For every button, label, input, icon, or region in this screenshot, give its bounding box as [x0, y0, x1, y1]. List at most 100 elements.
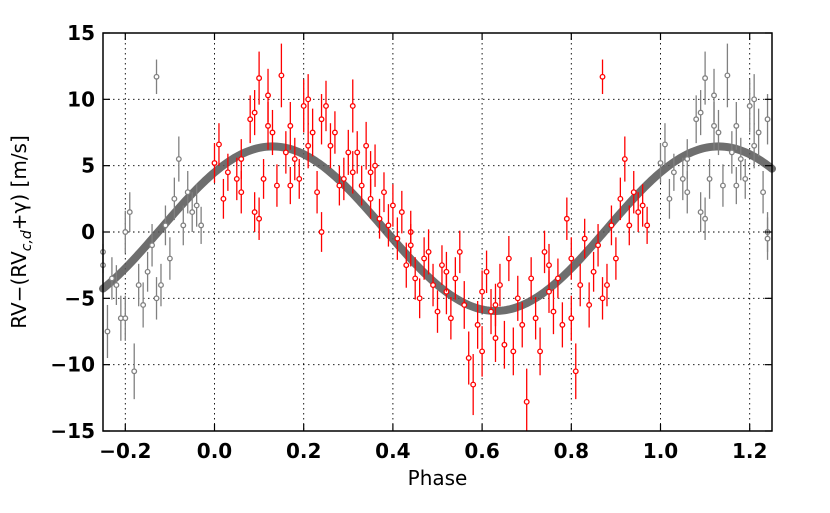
duplicate-marker — [719, 182, 726, 189]
data-point — [604, 263, 610, 307]
data-point — [336, 165, 343, 206]
y-tick-label: 0 — [81, 220, 95, 244]
data-marker — [265, 92, 271, 99]
x-tick-label: 0.0 — [197, 439, 232, 463]
data-marker — [483, 268, 490, 275]
duplicate-marker — [149, 242, 156, 249]
data-marker — [514, 295, 521, 302]
data-point — [372, 144, 379, 187]
data-point — [523, 368, 530, 431]
duplicate-marker — [760, 189, 767, 196]
duplicate-marker — [171, 195, 178, 202]
duplicate-point — [149, 224, 156, 267]
data-marker — [318, 229, 325, 235]
duplicate-marker — [764, 235, 771, 242]
duplicate-marker — [198, 222, 205, 229]
data-point — [501, 320, 508, 369]
data-marker — [256, 75, 263, 82]
duplicate-marker — [184, 189, 191, 196]
duplicate-marker — [693, 116, 700, 123]
duplicate-point — [733, 101, 740, 150]
data-marker — [220, 195, 227, 202]
duplicate-marker — [737, 156, 744, 162]
data-point — [639, 184, 646, 227]
data-point — [630, 170, 637, 214]
y-tick-label: −5 — [64, 286, 95, 310]
data-marker — [251, 209, 258, 216]
duplicate-marker — [122, 315, 129, 322]
data-point — [581, 218, 588, 259]
duplicate-marker — [180, 222, 187, 229]
duplicate-point — [158, 263, 164, 307]
duplicate-point — [684, 170, 691, 214]
data-marker — [260, 175, 267, 182]
data-marker — [546, 262, 552, 269]
data-marker — [372, 162, 379, 169]
data-point — [644, 206, 651, 244]
data-marker — [519, 321, 526, 328]
duplicate-marker — [742, 175, 749, 182]
data-marker — [412, 275, 419, 282]
data-point — [617, 177, 624, 221]
duplicate-point — [180, 205, 187, 246]
data-marker — [595, 242, 602, 249]
data-point — [278, 43, 285, 108]
duplicate-point — [175, 136, 182, 182]
data-marker — [331, 129, 338, 136]
data-point — [434, 290, 441, 333]
data-marker — [211, 160, 218, 166]
data-marker — [546, 288, 552, 295]
data-point — [260, 159, 267, 199]
data-marker — [296, 175, 303, 182]
x-tick-label: 0.6 — [464, 439, 499, 463]
duplicate-marker — [104, 328, 111, 335]
data-point — [461, 281, 468, 329]
data-marker — [233, 175, 240, 182]
data-point — [340, 157, 347, 201]
duplicate-point — [728, 131, 735, 174]
data-marker — [381, 189, 387, 196]
duplicate-marker — [697, 109, 704, 116]
duplicate-marker — [706, 175, 713, 182]
data-marker — [385, 222, 392, 229]
data-marker — [465, 355, 472, 361]
duplicate-point — [113, 265, 120, 305]
x-tick-label: −0.2 — [99, 439, 151, 463]
data-marker — [309, 129, 316, 136]
data-point — [621, 136, 628, 182]
data-point — [238, 170, 245, 214]
x-tick-label: 1.2 — [732, 439, 767, 463]
y-tick-label: −15 — [50, 419, 95, 443]
data-point — [345, 129, 352, 175]
duplicate-point — [104, 304, 111, 359]
duplicate-marker — [711, 92, 717, 99]
data-point — [256, 197, 263, 240]
data-marker — [528, 275, 535, 282]
duplicate-marker — [670, 169, 677, 176]
data-point — [430, 263, 436, 307]
data-marker — [256, 215, 263, 222]
data-point — [251, 192, 258, 232]
data-marker — [269, 129, 276, 136]
duplicate-marker — [153, 73, 160, 80]
data-marker — [581, 235, 588, 242]
data-point — [358, 165, 365, 206]
duplicate-marker — [702, 215, 709, 222]
x-axis-label: Phase — [408, 466, 468, 490]
data-marker — [599, 295, 606, 302]
data-point — [425, 229, 432, 275]
duplicate-point — [666, 178, 673, 219]
data-marker — [568, 315, 575, 322]
duplicate-point — [746, 79, 753, 133]
duplicate-marker — [162, 222, 169, 229]
data-marker — [367, 169, 374, 176]
data-point — [505, 235, 512, 282]
data-point — [287, 166, 294, 205]
data-point — [595, 224, 602, 267]
duplicate-point — [131, 343, 138, 400]
data-point — [586, 282, 593, 328]
data-marker — [367, 195, 374, 202]
data-marker — [434, 308, 441, 315]
data-point — [465, 331, 472, 385]
